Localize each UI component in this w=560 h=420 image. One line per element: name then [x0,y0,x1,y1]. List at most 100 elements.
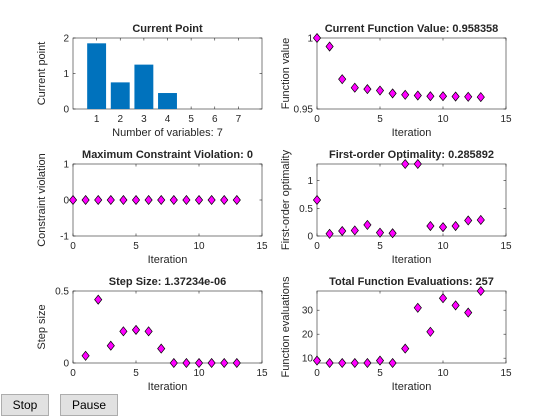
data-point-marker [220,357,229,369]
data-point-marker [451,220,460,232]
axes-box [316,290,507,364]
data-point-marker [426,91,435,102]
x-tick-label: 15 [500,368,512,379]
data-point-marker [325,357,334,369]
data-point-marker [119,326,128,337]
x-tick-label: 15 [256,368,268,379]
data-point-marker [375,355,385,366]
data-point-marker [375,227,385,238]
data-point-marker [68,194,78,206]
data-point-marker [81,350,90,361]
data-point-marker [401,343,410,354]
x-tick-label: 5 [133,368,139,379]
y-axis-label: Function evaluations [280,276,292,377]
data-point-marker [94,294,103,305]
data-point-marker [169,194,178,206]
bar [87,43,107,110]
x-tick-label: 7 [236,114,242,125]
data-point-marker [476,92,485,103]
data-point-marker [363,84,372,95]
x-tick-label: 3 [141,114,147,125]
chart-panel: Total Function Evaluations: 257 0 5 10 15 10 2… [280,276,512,393]
x-tick-label: 5 [188,114,194,125]
x-tick-label: 10 [437,114,449,125]
y-axis-label: Constraint violation [36,153,48,247]
data-point-marker [413,158,422,170]
data-point-marker [363,357,372,369]
y-tick-label: 30 [302,306,314,317]
data-point-marker [207,194,216,206]
x-tick-label: 0 [70,368,76,379]
x-tick-label: 10 [437,368,449,379]
data-point-marker [388,88,397,99]
data-point-marker [438,91,448,102]
data-point-marker [131,324,141,335]
data-point-marker [375,85,385,96]
chart-panel: Current Function Value: 0.958358 0 5 10 15 0.… [280,23,512,139]
data-point-marker [464,215,473,226]
data-point-marker [325,228,334,239]
pause-button[interactable]: Pause [60,394,118,416]
data-point-marker [338,74,347,85]
data-point-marker [94,194,103,206]
x-tick-label: 0 [70,241,76,252]
y-tick-label: 1 [307,176,313,187]
y-tick-label: 0 [63,105,69,116]
y-tick-label: 10 [302,354,314,365]
data-point-marker [106,194,115,206]
axes-box [72,290,263,364]
axes-box [316,37,507,110]
chart-title: Total Function Evaluations: 257 [329,276,494,288]
data-point-marker [363,219,372,230]
chart-panel: First-order Optimality: 0.285892 0 5 10 15 0 0… [280,149,512,266]
x-tick-label: 4 [165,114,171,125]
y-tick-label: 0 [307,232,313,243]
chart-title: First-order Optimality: 0.285892 [329,149,494,161]
y-tick-label: 20 [302,330,314,341]
data-point-marker [401,89,410,100]
data-point-marker [232,194,241,206]
axes-box [72,163,263,237]
data-point-marker [438,293,448,304]
chart-title: Current Point [132,23,203,35]
bar [110,82,130,109]
x-tick-label: 0 [314,368,320,379]
data-point-marker [338,357,347,369]
data-point-marker [464,307,473,318]
x-tick-label: 10 [193,241,205,252]
x-axis-label: Iteration [392,381,432,393]
data-point-marker [312,32,322,44]
x-tick-label: 10 [437,241,449,252]
data-point-marker [144,326,153,337]
data-point-marker [194,357,204,369]
x-tick-label: 5 [377,241,383,252]
data-point-marker [438,222,448,233]
y-axis-label: Step size [36,304,48,349]
y-tick-label: 0 [63,196,69,207]
y-tick-label: 0.5 [55,287,69,298]
data-point-marker [207,357,216,369]
y-tick-label: 0.95 [294,105,314,116]
data-point-marker [350,357,359,369]
data-point-marker [350,82,359,93]
x-axis-label: Number of variables: 7 [112,127,223,139]
data-point-marker [401,158,410,170]
data-point-marker [451,91,460,102]
data-point-marker [119,194,128,206]
data-point-marker [232,357,241,369]
x-tick-label: 0 [314,241,320,252]
x-tick-label: 10 [193,368,205,379]
x-axis-label: Iteration [392,127,432,139]
data-point-marker [338,225,347,237]
x-tick-label: 6 [212,114,218,125]
data-point-marker [106,340,115,351]
chart-title: Current Function Value: 0.958358 [325,23,499,35]
x-tick-label: 1 [94,114,100,125]
stop-button[interactable]: Stop [1,394,49,416]
data-point-marker [312,194,322,206]
data-point-marker [451,300,460,311]
data-point-marker [182,357,191,369]
data-point-marker [131,194,141,206]
y-tick-label: -1 [60,232,69,243]
x-tick-label: 15 [500,241,512,252]
